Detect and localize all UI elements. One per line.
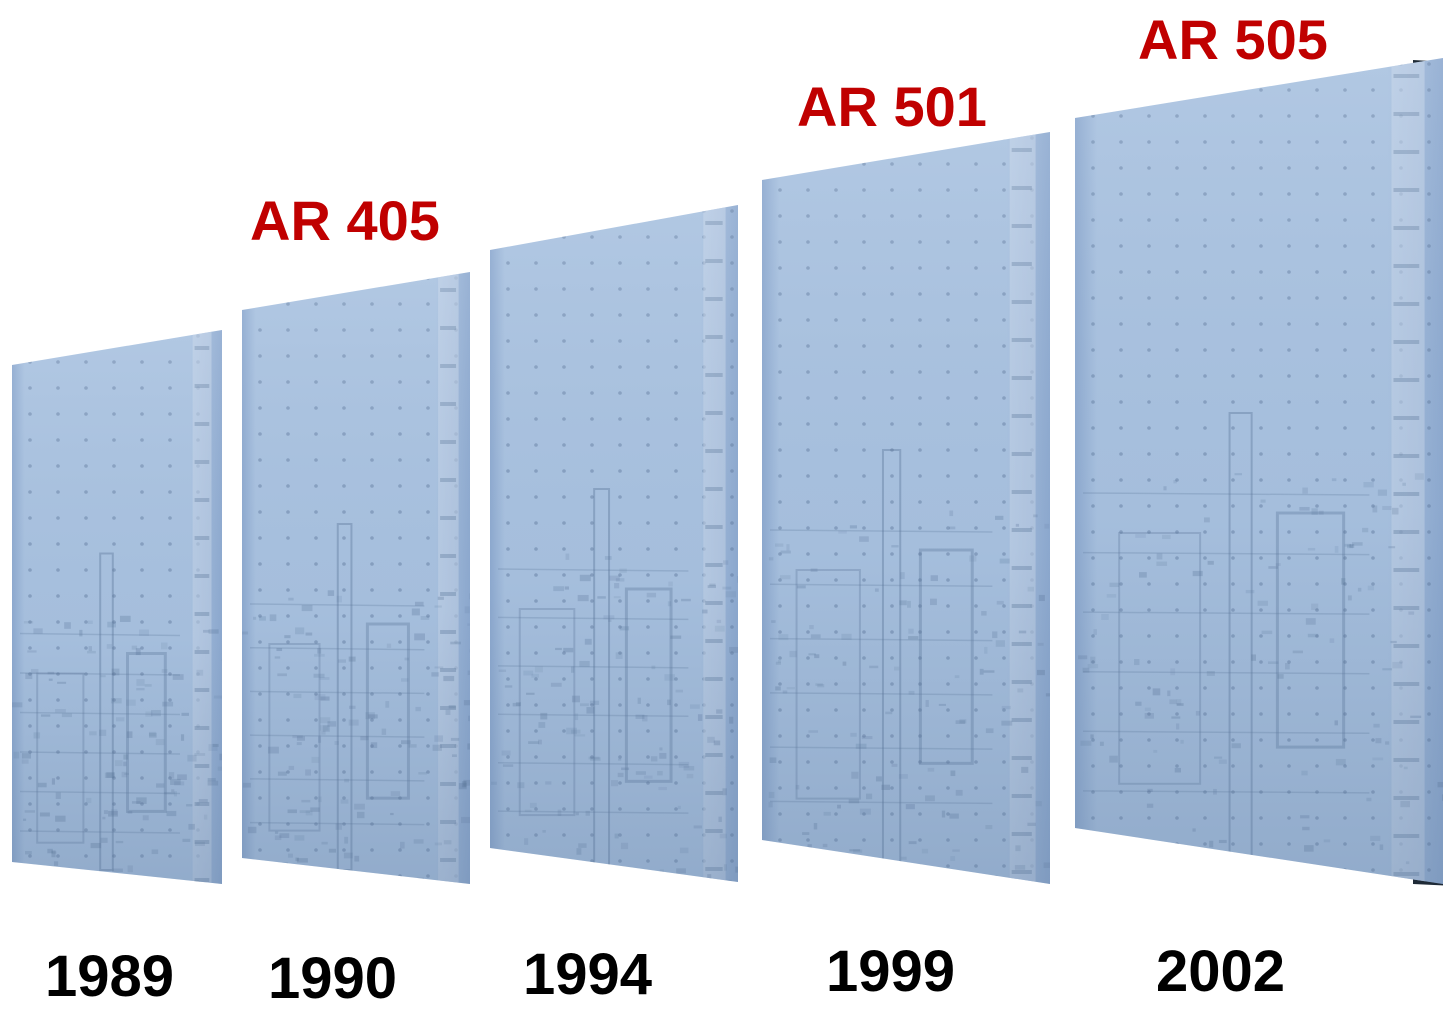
year-label: 1994 <box>523 942 653 1007</box>
document-panel-1990 <box>242 268 478 890</box>
year-label: 1989 <box>45 944 175 1009</box>
year-label: 2002 <box>1156 939 1286 1004</box>
panel-graphic <box>762 132 1050 884</box>
panel-graphic <box>12 330 222 884</box>
model-label: AR 501 <box>797 75 987 138</box>
model-label: AR 505 <box>1138 8 1328 71</box>
document-panel-1989 <box>12 326 230 890</box>
year-label: 1999 <box>826 939 956 1004</box>
year-label: 1990 <box>268 946 398 1011</box>
panel-graphic <box>1075 58 1443 886</box>
document-panel-1994 <box>490 201 746 888</box>
panel-graphic <box>242 272 470 884</box>
document-panel-2002 <box>1075 54 1443 890</box>
panel-graphic <box>490 205 738 882</box>
model-label: AR 405 <box>250 189 440 252</box>
document-panel-1999 <box>762 128 1058 890</box>
